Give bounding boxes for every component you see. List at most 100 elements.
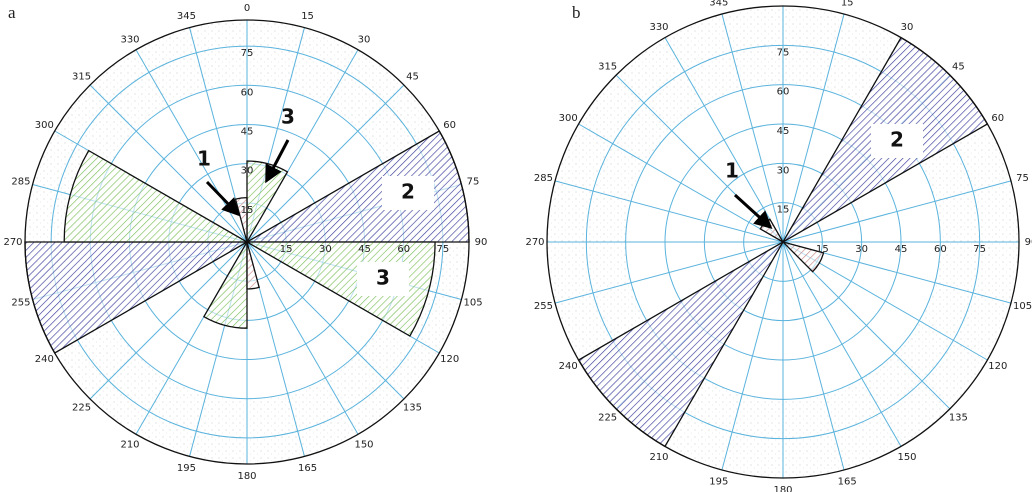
radial-label: 15 <box>241 205 254 216</box>
angle-label: 120 <box>440 354 459 365</box>
annotation-label: 1 <box>725 159 739 183</box>
angle-label: 135 <box>403 402 422 413</box>
radial-label: 60 <box>241 87 254 98</box>
grid-spoke <box>246 241 359 435</box>
angle-label: 135 <box>949 412 968 423</box>
angle-label: 195 <box>177 463 196 474</box>
angle-label: 45 <box>406 72 419 83</box>
grid-spoke <box>554 180 784 243</box>
angle-label: 285 <box>534 173 553 184</box>
angle-label: 300 <box>559 113 578 124</box>
radial-label: 75 <box>973 244 986 255</box>
angle-label: 270 <box>3 237 22 248</box>
angle-label: 330 <box>120 34 139 45</box>
radial-label: 75 <box>437 244 450 255</box>
radial-label: 30 <box>241 166 254 177</box>
angle-label: 150 <box>897 452 916 463</box>
annotation-label: 3 <box>376 266 390 290</box>
angle-label: 60 <box>991 113 1004 124</box>
angle-label: 240 <box>559 361 578 372</box>
grid-spoke <box>554 241 784 304</box>
radial-label: 45 <box>358 244 371 255</box>
grid-spoke <box>89 241 248 400</box>
angle-label: 345 <box>177 11 196 22</box>
angle-label: 345 <box>709 0 728 8</box>
panel-label: b <box>572 3 581 22</box>
annotation-label: 1 <box>197 147 211 171</box>
grid-spoke <box>246 84 405 243</box>
angle-label: 225 <box>72 402 91 413</box>
angle-label: 210 <box>649 452 668 463</box>
angle-label: 165 <box>838 477 857 488</box>
grid-spoke <box>89 84 248 243</box>
sector <box>203 239 248 329</box>
sector <box>246 241 260 290</box>
annotation-label: 2 <box>890 128 904 152</box>
annotation-arrow <box>265 139 290 184</box>
radial-label: 30 <box>319 244 332 255</box>
angle-label: 90 <box>475 237 488 248</box>
grid-spoke <box>246 241 405 400</box>
angle-label: 315 <box>598 62 617 73</box>
angle-label: 210 <box>120 440 139 451</box>
angle-label: 255 <box>534 301 553 312</box>
grid-spoke <box>782 241 845 471</box>
grid-spoke <box>782 241 902 447</box>
grid-spoke <box>578 123 784 243</box>
radial-label: 60 <box>777 87 790 98</box>
annotation-label: 3 <box>281 105 295 129</box>
angle-label: 330 <box>649 22 668 33</box>
angle-label: 195 <box>709 477 728 488</box>
radial-label: 15 <box>280 244 293 255</box>
angle-label: 75 <box>1016 173 1029 184</box>
angle-label: 30 <box>358 34 371 45</box>
sector <box>780 240 825 273</box>
angle-label: 105 <box>1013 301 1032 312</box>
angle-label: 30 <box>901 22 914 33</box>
annotation-box <box>382 176 434 210</box>
radial-label: 45 <box>777 126 790 137</box>
radial-label: 60 <box>397 244 410 255</box>
grid-spoke <box>721 13 784 243</box>
angle-label: 0 <box>244 3 250 14</box>
radial-label: 15 <box>816 244 829 255</box>
angle-label: 300 <box>35 120 54 131</box>
radial-label: 75 <box>241 48 254 59</box>
angle-label: 180 <box>237 471 256 482</box>
annotation-arrow <box>205 180 241 217</box>
angle-label: 180 <box>773 485 792 492</box>
panel-label: a <box>8 3 16 22</box>
annotation-box <box>871 124 923 158</box>
annotation-box <box>357 262 409 296</box>
angle-label: 165 <box>298 463 317 474</box>
radial-label: 30 <box>855 244 868 255</box>
sector <box>63 149 250 243</box>
annotation-label: 2 <box>401 180 415 204</box>
radial-label: 60 <box>934 244 947 255</box>
grid-spoke <box>664 37 784 243</box>
angle-label: 75 <box>467 176 480 187</box>
grid-spoke <box>721 241 784 471</box>
angle-label: 15 <box>841 0 854 8</box>
angle-label: 270 <box>525 237 544 248</box>
angle-label: 45 <box>952 62 965 73</box>
radial-label: 45 <box>241 126 254 137</box>
radial-label: 30 <box>777 165 790 176</box>
angle-label: 240 <box>35 354 54 365</box>
angle-label: 90 <box>1025 237 1032 248</box>
radial-label: 75 <box>777 47 790 58</box>
grid-spoke <box>782 13 845 243</box>
angle-label: 315 <box>72 72 91 83</box>
angle-label: 105 <box>463 298 482 309</box>
angle-label: 255 <box>11 298 30 309</box>
outer-circle <box>24 19 470 465</box>
angle-label: 15 <box>301 11 314 22</box>
angle-label: 285 <box>11 176 30 187</box>
radial-label: 45 <box>895 244 908 255</box>
angle-label: 150 <box>354 440 373 451</box>
angle-label: 60 <box>443 120 456 131</box>
angle-label: 225 <box>598 412 617 423</box>
outer-circle <box>546 5 1020 479</box>
annotation-arrow <box>733 193 773 230</box>
